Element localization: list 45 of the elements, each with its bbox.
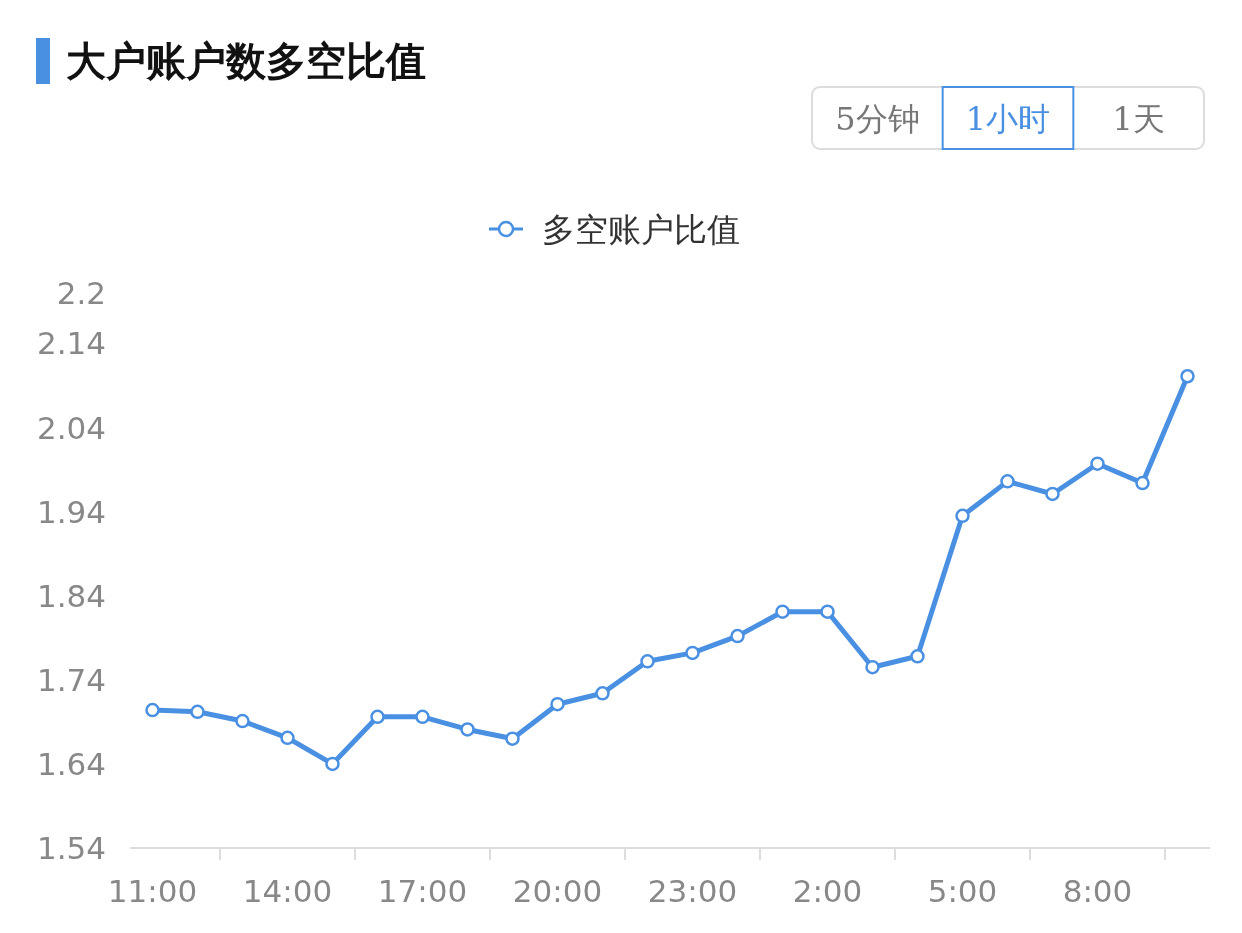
y-tick-label: 1.74 — [36, 661, 106, 698]
chart-title: 大户账户数多空比值 — [66, 38, 426, 84]
y-tick-label: 2.14 — [36, 325, 106, 362]
text: 1天 — [1112, 100, 1165, 138]
x-tick-label: 14:00 — [242, 873, 333, 909]
point — [370, 709, 385, 725]
point — [190, 704, 205, 720]
point — [1180, 369, 1195, 384]
x-tick-label: 17:00 — [377, 873, 468, 909]
text: 5分钟 — [835, 100, 920, 138]
point — [460, 722, 475, 737]
point — [955, 508, 970, 524]
y-tick-label: 2.04 — [36, 409, 106, 446]
x-tick-label: 23:00 — [647, 873, 738, 909]
point — [685, 645, 700, 661]
point — [505, 731, 520, 746]
point — [820, 604, 835, 619]
x-tick-label: 20:00 — [512, 873, 603, 909]
legend-label: 多空账户比值 — [542, 210, 740, 249]
point — [910, 649, 925, 664]
point — [325, 756, 340, 772]
x-tick-label: 8:00 — [1062, 873, 1133, 909]
point — [415, 709, 430, 725]
y-tick-label: 1.94 — [36, 493, 106, 530]
y-tick-label: 1.54 — [36, 830, 106, 866]
point — [595, 686, 610, 701]
x-tick-label: 2:00 — [792, 873, 863, 909]
point — [640, 654, 655, 669]
point — [1135, 475, 1150, 491]
point — [865, 659, 880, 675]
text: 1小时 — [965, 100, 1051, 138]
point — [1000, 474, 1015, 489]
x-tick-label: 11:00 — [107, 873, 198, 909]
point — [550, 696, 565, 712]
y-tick-label: 2.2 — [56, 275, 106, 311]
x-tick-label: 5:00 — [927, 873, 998, 909]
point — [235, 713, 250, 729]
point — [730, 628, 745, 644]
point — [1090, 456, 1105, 471]
y-tick-label: 1.84 — [36, 577, 106, 614]
point — [145, 702, 160, 718]
point — [280, 730, 295, 746]
y-tick-label: 1.64 — [36, 745, 106, 782]
point — [775, 604, 790, 619]
point — [1045, 486, 1060, 502]
